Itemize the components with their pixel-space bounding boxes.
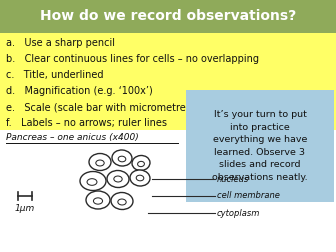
Ellipse shape [93, 198, 102, 204]
Ellipse shape [132, 155, 150, 171]
Text: b.   Clear continuous lines for cells – no overlapping: b. Clear continuous lines for cells – no… [6, 54, 259, 64]
Text: nucleus: nucleus [217, 174, 249, 183]
Ellipse shape [130, 170, 150, 186]
Text: f.   Labels – no arrows; ruler lines: f. Labels – no arrows; ruler lines [6, 118, 167, 128]
Text: c.   Title, underlined: c. Title, underlined [6, 70, 103, 80]
Ellipse shape [118, 199, 126, 205]
Text: cell membrane: cell membrane [217, 192, 280, 201]
Text: Pancreas – one anicus (x400): Pancreas – one anicus (x400) [6, 133, 139, 142]
Text: d.   Magnification (e.g. ‘100x’): d. Magnification (e.g. ‘100x’) [6, 86, 153, 96]
Ellipse shape [136, 175, 144, 181]
Ellipse shape [80, 172, 106, 191]
Text: a.   Use a sharp pencil: a. Use a sharp pencil [6, 38, 115, 48]
Ellipse shape [112, 150, 132, 166]
Ellipse shape [107, 171, 129, 187]
Ellipse shape [87, 179, 97, 185]
Text: How do we record observations?: How do we record observations? [40, 10, 296, 23]
Ellipse shape [114, 176, 122, 182]
FancyBboxPatch shape [0, 33, 336, 252]
Text: 1μm: 1μm [15, 204, 35, 213]
FancyBboxPatch shape [186, 90, 334, 202]
Ellipse shape [89, 153, 111, 171]
Ellipse shape [118, 156, 126, 162]
Ellipse shape [86, 191, 110, 209]
Ellipse shape [96, 160, 104, 166]
Ellipse shape [137, 161, 144, 167]
FancyBboxPatch shape [0, 0, 336, 33]
Text: cytoplasm: cytoplasm [217, 208, 260, 217]
Text: e.   Scale (scale bar with micrometres): e. Scale (scale bar with micrometres) [6, 102, 195, 112]
Text: It’s your turn to put
into practice
everything we have
learned. Observe 3
slides: It’s your turn to put into practice ever… [212, 110, 308, 182]
Ellipse shape [111, 193, 133, 209]
FancyBboxPatch shape [0, 130, 336, 252]
